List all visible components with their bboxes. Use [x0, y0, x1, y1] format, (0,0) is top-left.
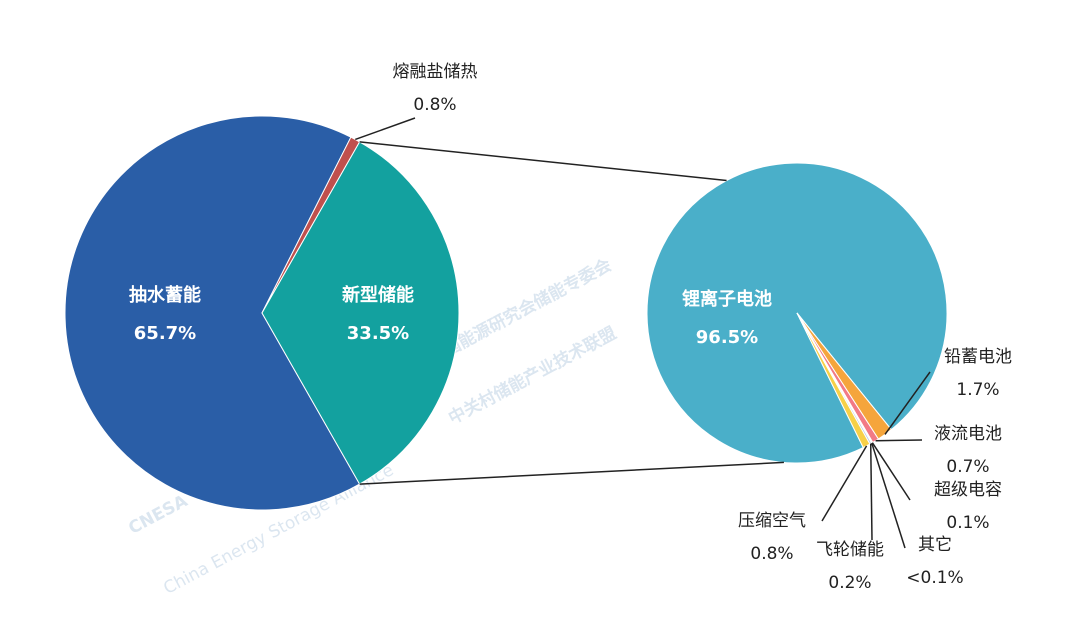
- leader-line: [871, 442, 911, 501]
- slice-value: 0.8%: [750, 544, 793, 564]
- slice-value: 1.7%: [956, 380, 999, 400]
- leader-line: [871, 442, 906, 549]
- slice-value: 96.5%: [696, 327, 758, 348]
- slice-value: 0.2%: [828, 573, 871, 593]
- connector-line: [359, 141, 727, 182]
- slice-label: 新型储能: [342, 284, 414, 306]
- pie: [64, 115, 460, 511]
- pie-slice: [261, 141, 460, 485]
- slice-label: 压缩空气: [738, 511, 806, 531]
- slice-value: 33.5%: [347, 323, 409, 344]
- leader-line: [355, 117, 416, 141]
- pie: [646, 162, 948, 464]
- slice-label: 其它: [918, 535, 952, 555]
- slice-value: 0.7%: [946, 457, 989, 477]
- slice-label: 超级电容: [934, 480, 1002, 500]
- slice-value: 65.7%: [134, 323, 196, 344]
- slice-label: 锂离子电池: [682, 288, 772, 310]
- slice-label: 飞轮储能: [816, 540, 884, 560]
- leader-line: [884, 371, 931, 435]
- pie-slice: [64, 115, 361, 511]
- leader-line: [869, 443, 873, 541]
- slice-value: 0.8%: [413, 95, 456, 115]
- leader-line: [875, 439, 923, 442]
- slice-value: 0.1%: [946, 513, 989, 533]
- slice-label: 熔融盐储热: [393, 62, 478, 82]
- slice-label: 抽水蓄能: [129, 284, 201, 306]
- watermark-logo: CNESA: [125, 491, 191, 539]
- slice-label: 液流电池: [934, 424, 1002, 444]
- slice-value: <0.1%: [906, 568, 963, 588]
- connector-line: [359, 461, 784, 485]
- slice-label: 铅蓄电池: [944, 347, 1012, 367]
- leader-line: [821, 445, 868, 522]
